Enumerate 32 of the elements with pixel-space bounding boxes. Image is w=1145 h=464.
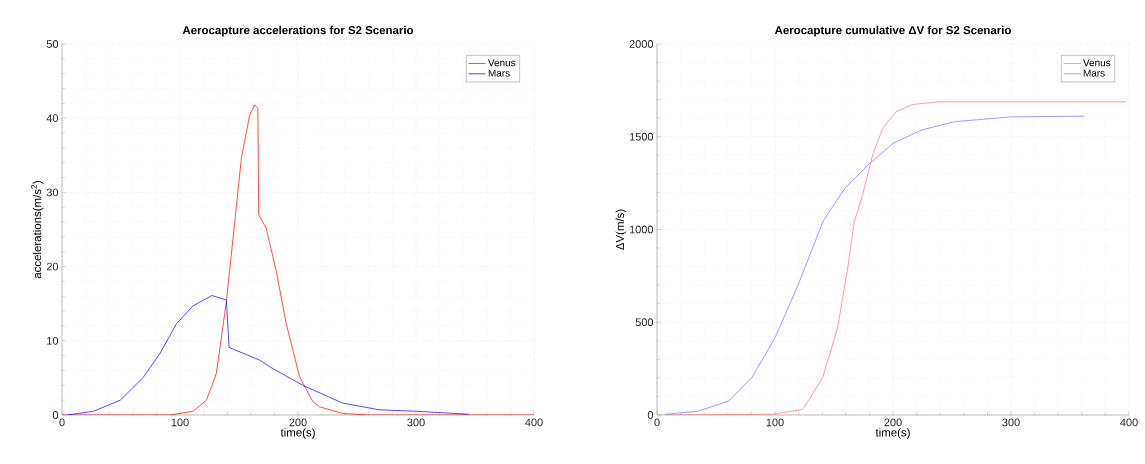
- x-axis-title: time(s): [280, 428, 315, 439]
- y-tick-label: 30: [46, 188, 59, 197]
- legend-label: Venus: [488, 59, 516, 67]
- y-axis-title: ΔV(m/s): [615, 209, 627, 250]
- y-tick-label: 2000: [629, 40, 654, 48]
- chart-title: Aerocapture accelerations for S2 Scenario: [182, 25, 414, 37]
- x-tick-label: 100: [171, 418, 189, 427]
- x-tick-label: 400: [1120, 418, 1138, 427]
- y-tick-label: 50: [46, 40, 59, 48]
- y-tick-label: 500: [635, 318, 654, 327]
- y-tick-label: 1500: [629, 132, 654, 141]
- x-tick-label: 300: [407, 418, 425, 427]
- legend-label: Mars: [1083, 69, 1105, 77]
- y-tick-label: 0: [52, 411, 59, 419]
- y-tick-label: 10: [47, 336, 59, 345]
- x-tick-label: 0: [654, 418, 660, 427]
- x-tick-label: 200: [289, 418, 307, 427]
- y-axis-title: accelerations(m/s$^{2}$): [31, 180, 44, 279]
- legend-label: Mars: [488, 69, 510, 77]
- y-tick-label: 0: [647, 411, 654, 419]
- line-series: [66, 295, 470, 415]
- y-tick-label: 40: [46, 114, 59, 123]
- chart-title: Aerocapture cumulative ΔV for S2 Scenario: [774, 25, 1011, 37]
- x-tick-label: 400: [525, 418, 543, 427]
- x-tick-label: 300: [1002, 418, 1020, 427]
- x-axis-title: time(s): [875, 428, 910, 439]
- y-tick-label: 20: [46, 262, 59, 271]
- x-tick-label: 100: [766, 418, 784, 427]
- x-tick-label: 0: [59, 418, 65, 427]
- y-tick-label: 1000: [629, 225, 654, 234]
- x-tick-label: 200: [884, 418, 902, 427]
- legend-label: Venus: [1083, 59, 1111, 67]
